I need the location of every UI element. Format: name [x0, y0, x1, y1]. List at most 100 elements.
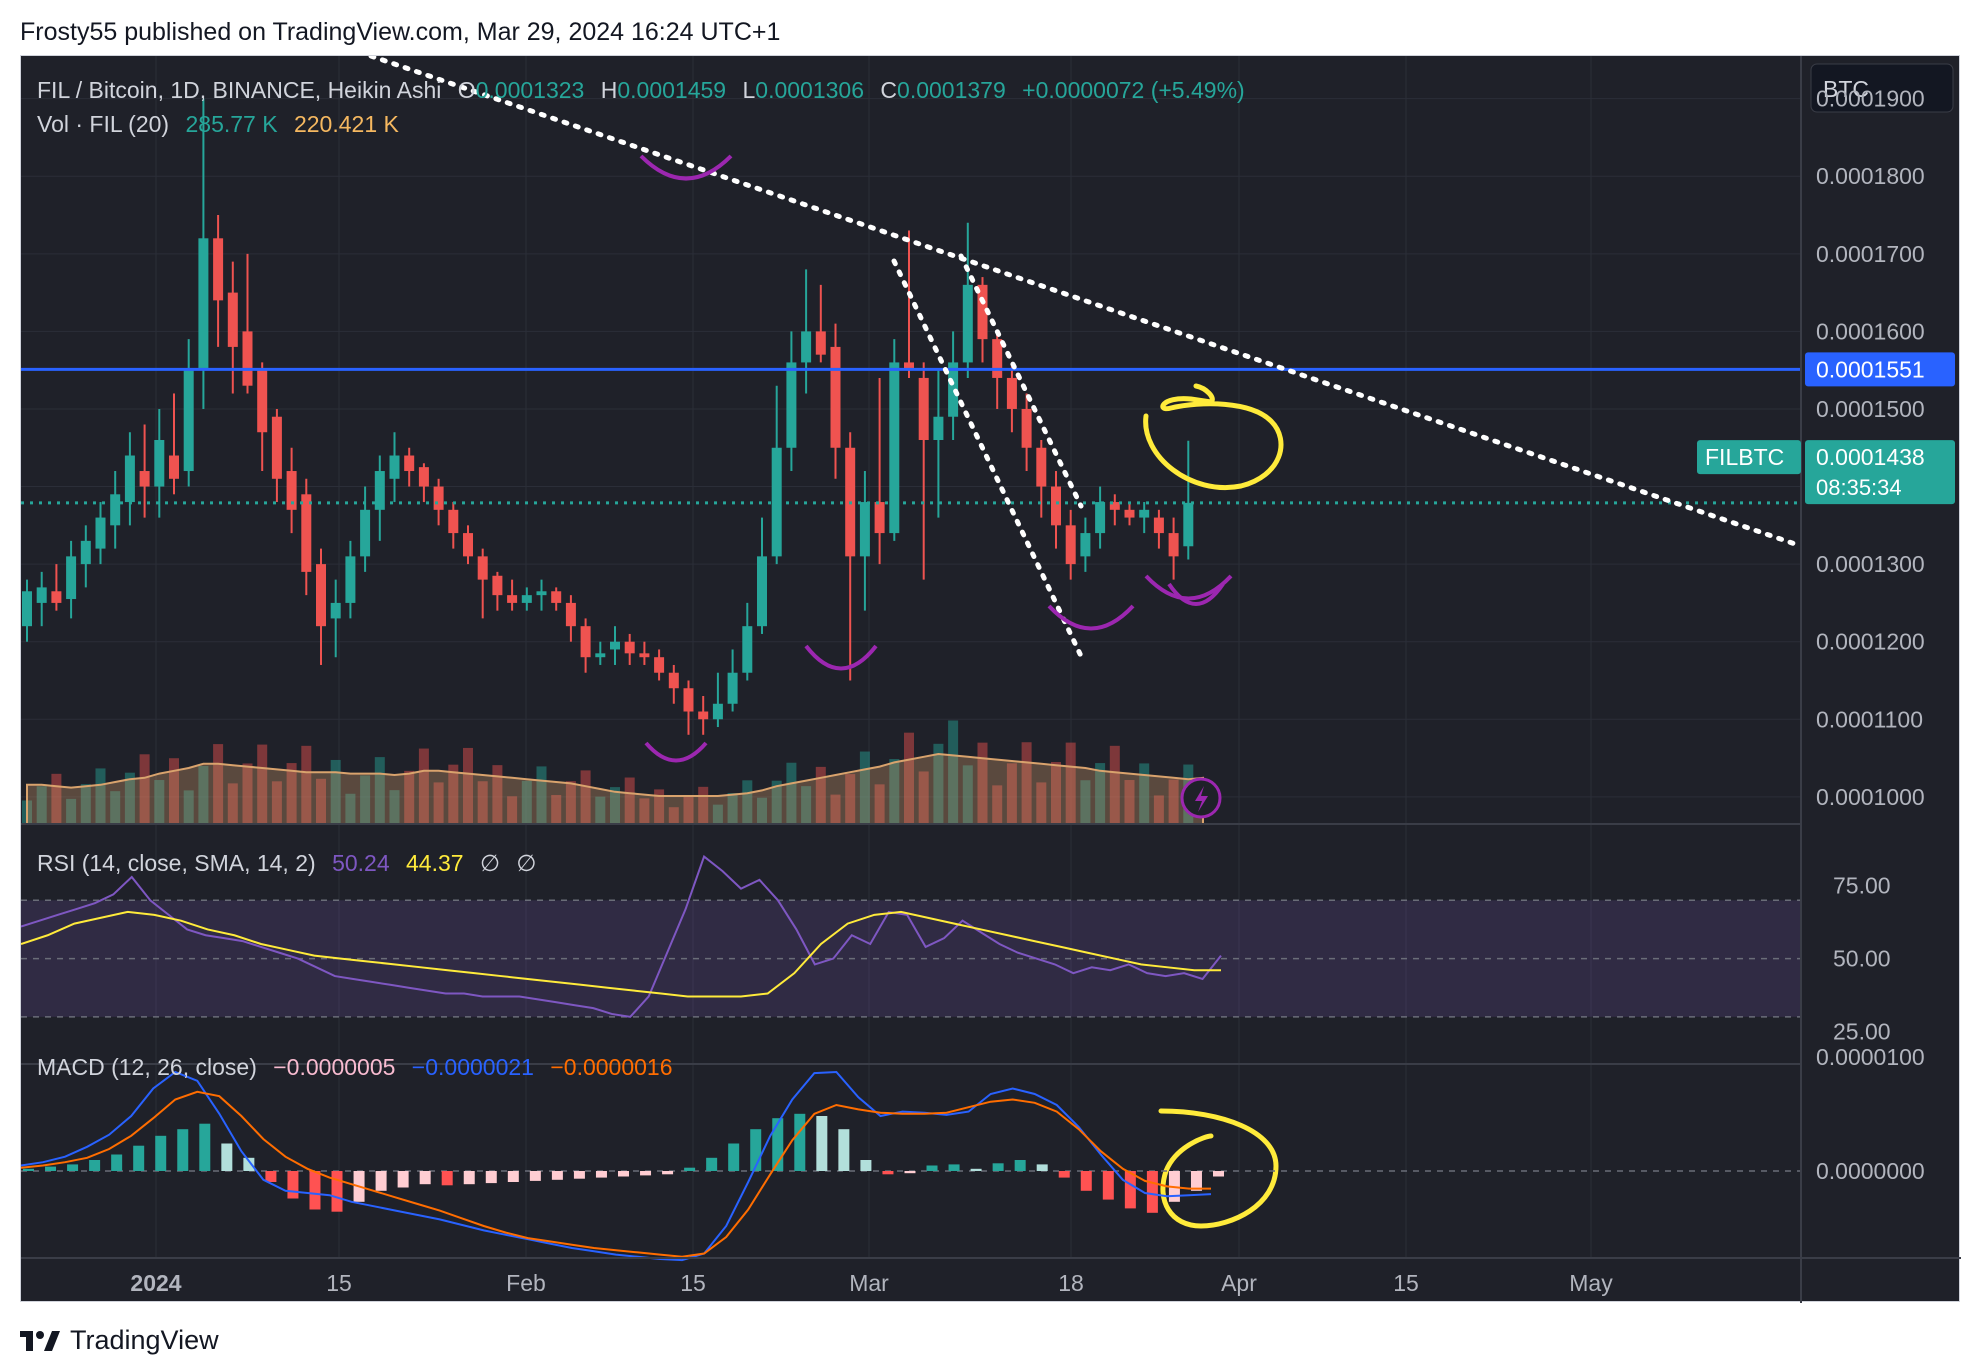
volume-bar	[95, 768, 106, 824]
macd-hist-bar	[1190, 1171, 1202, 1191]
time-tick: 2024	[130, 1270, 181, 1296]
volume-bar	[36, 786, 47, 824]
volume-bar	[124, 772, 135, 824]
volume-bar	[139, 754, 150, 824]
currency-label[interactable]: BTC	[1823, 76, 1869, 102]
candle-body	[727, 672, 738, 704]
volume-bar	[463, 747, 473, 824]
volume-bars	[22, 720, 1194, 824]
macd-hist-bar	[375, 1171, 387, 1191]
time-tick: 15	[680, 1270, 706, 1296]
footer-brand: TradingView	[20, 1322, 219, 1358]
candle-body	[66, 556, 77, 600]
candle-body	[271, 416, 282, 479]
candle-body	[360, 509, 371, 557]
hline-price-text: 0.0001551	[1816, 356, 1925, 382]
candle-body	[639, 653, 650, 658]
macd-hist-bar	[1146, 1171, 1158, 1213]
chart-frame[interactable]: 75.00 50.00 25.00 0.0000100 0.0000000 FIL /…	[20, 55, 1961, 1303]
macd-hist-bar	[199, 1123, 211, 1171]
candle-body	[521, 595, 532, 603]
volume-bar	[521, 780, 532, 824]
volume-bar	[169, 758, 179, 824]
tradingview-logo-icon	[20, 1331, 60, 1351]
candle-body	[316, 564, 326, 627]
macd-hist-bar	[309, 1171, 321, 1210]
macd-hist-bar	[970, 1168, 982, 1171]
volume-bar	[227, 783, 238, 824]
volume-bar	[66, 798, 77, 824]
volume-legend: Vol · FIL (20) 285.77 K 220.421 K	[37, 111, 399, 137]
candle-body	[859, 502, 870, 557]
candle-body	[712, 703, 723, 720]
volume-bar	[316, 778, 326, 824]
candle-body	[771, 447, 782, 557]
volume-bar	[786, 762, 797, 824]
volume-bar	[698, 786, 709, 824]
candle-body	[286, 471, 297, 510]
macd-line	[21, 1070, 1212, 1262]
volume-bar	[801, 786, 812, 824]
macd-tick: 0.0000000	[1816, 1158, 1925, 1184]
price-tick: 0.0001900	[1816, 86, 1925, 112]
macd-hist-bar	[573, 1171, 585, 1179]
macd-hist-bar	[397, 1171, 409, 1188]
volume-bar	[1080, 780, 1091, 824]
candle-body	[154, 440, 165, 487]
candle-body	[242, 331, 253, 386]
rsi-tick: 25.00	[1833, 1018, 1891, 1044]
volume-bar	[889, 759, 900, 824]
macd-hist-bar	[882, 1171, 894, 1175]
rsi-ma-line	[21, 910, 1221, 998]
volume-bar	[1139, 763, 1150, 824]
volume-bar	[374, 757, 385, 824]
macd-hist-bar	[419, 1171, 431, 1185]
volume-bar	[1021, 742, 1032, 824]
rsi-tick: 75.00	[1833, 873, 1891, 899]
macd-hist-bar	[595, 1171, 607, 1178]
volume-bar	[551, 794, 562, 824]
volume-bar	[1124, 780, 1135, 824]
volume-bar	[536, 766, 547, 824]
lightning-icon[interactable]	[1180, 777, 1222, 819]
price-axis: 0.0001900 0.0001800 0.0001700 0.0001600 0.00…	[1816, 86, 1925, 810]
candle-body	[51, 591, 62, 603]
macd-hist-bar	[926, 1165, 938, 1171]
candle-body	[374, 471, 385, 510]
chart-svg[interactable]: 75.00 50.00 25.00 0.0000100 0.0000000 FIL /…	[21, 56, 1961, 1303]
legend-change: +0.0000072 (+5.49%)	[1022, 77, 1245, 103]
volume-bar	[1168, 779, 1179, 824]
volume-bar	[198, 765, 209, 824]
candle-body	[1065, 525, 1076, 565]
macd-hist-bar	[838, 1129, 850, 1171]
macd-hist-bar	[551, 1171, 563, 1180]
volume-bar	[712, 804, 723, 824]
candle-body	[624, 641, 635, 654]
volume-bar	[51, 773, 62, 824]
volume-bar	[771, 780, 782, 824]
candle-body	[889, 362, 900, 534]
macd-hist-bar	[67, 1164, 79, 1171]
candle-body	[183, 370, 194, 472]
macd-hist-bar	[618, 1171, 629, 1177]
volume-bar	[683, 797, 694, 824]
candle-body	[683, 688, 694, 712]
volume-bar	[242, 763, 253, 824]
macd-hist-bar	[463, 1171, 475, 1185]
macd-hist-bar	[728, 1143, 740, 1171]
macd-hist-bar	[750, 1129, 762, 1171]
candle-body	[448, 509, 459, 534]
volume-bar	[80, 784, 91, 824]
candle-body	[418, 467, 429, 487]
volume-bar	[286, 763, 297, 824]
volume-bar	[845, 774, 856, 824]
time-tick: Mar	[849, 1270, 889, 1296]
price-tick: 0.0001200	[1816, 629, 1925, 655]
candle-body	[301, 494, 312, 572]
macd-hist-bar	[640, 1171, 652, 1176]
price-tick: 0.0001300	[1816, 551, 1925, 577]
volume-bar	[110, 791, 121, 824]
candle-body	[124, 455, 135, 503]
macd-hist-bar	[1058, 1171, 1070, 1178]
volume-bar	[874, 784, 885, 824]
